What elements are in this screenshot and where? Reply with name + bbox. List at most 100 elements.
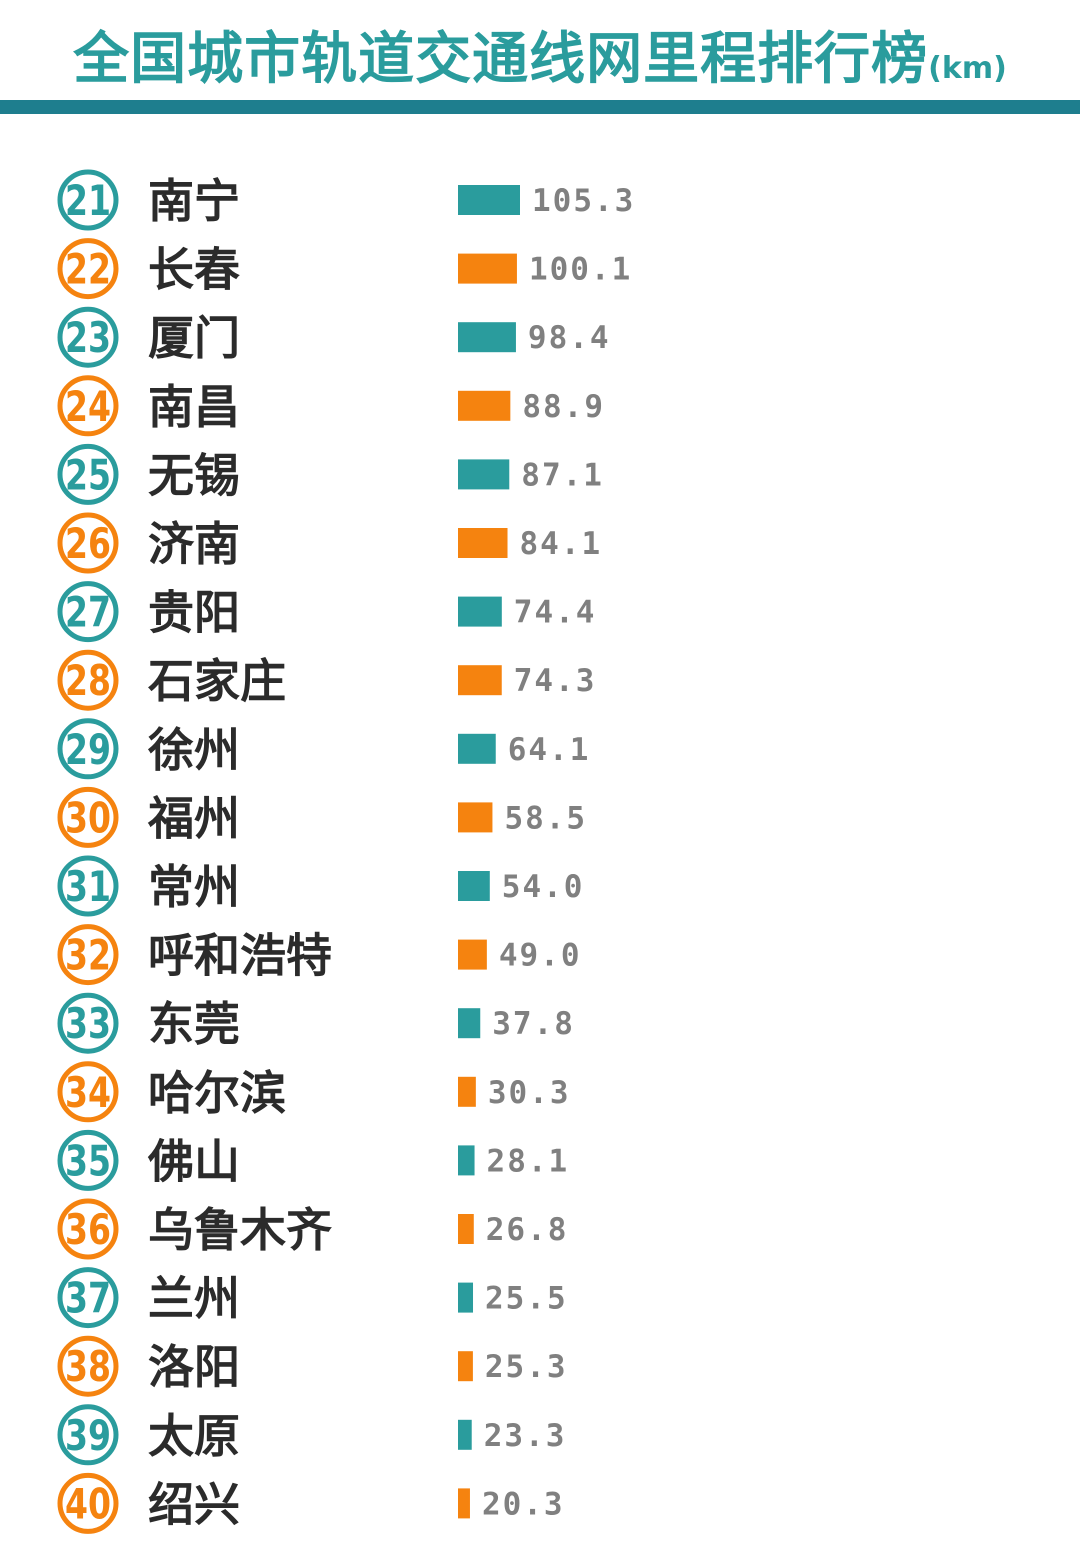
rank-number: 37 — [65, 1274, 111, 1323]
rank-circle — [57, 786, 119, 848]
bar — [458, 185, 520, 215]
bar — [458, 733, 496, 764]
chart-title: 全国城市轨道交通线网里程排行榜 — [73, 27, 929, 92]
chart-row: 30 福州 58.5 — [57, 786, 587, 848]
rank-circle — [57, 1404, 119, 1466]
value-label: 30.3 — [488, 1075, 571, 1111]
city-label: 常州 — [148, 860, 240, 914]
rank-circle — [57, 924, 119, 986]
rank-circle — [57, 1061, 119, 1123]
value-label: 58.5 — [504, 800, 587, 836]
rank-circle — [57, 1267, 119, 1329]
chart-row: 21 南宁 105.3 — [57, 169, 635, 231]
city-label: 南宁 — [148, 174, 240, 228]
rank-number: 24 — [65, 382, 111, 431]
value-label: 74.3 — [514, 663, 597, 699]
value-label: 54.0 — [502, 869, 585, 905]
bar — [458, 528, 508, 558]
value-label: 100.1 — [529, 252, 632, 288]
unit-label: (km) — [928, 51, 1007, 86]
chart-row: 40 绍兴 20.3 — [57, 1472, 563, 1534]
bar — [458, 1419, 472, 1450]
city-label: 厦门 — [148, 311, 240, 365]
rank-circle — [57, 992, 119, 1054]
rank-circle — [57, 581, 119, 643]
rank-circle — [57, 443, 119, 505]
bar — [458, 1488, 470, 1519]
bar — [458, 939, 487, 970]
rank-number: 27 — [65, 588, 111, 637]
rank-number: 38 — [65, 1342, 111, 1391]
city-label: 贵阳 — [148, 586, 240, 640]
rank-number: 30 — [65, 793, 111, 842]
chart-row: 35 佛山 28.1 — [57, 1129, 570, 1191]
city-label: 绍兴 — [148, 1477, 240, 1531]
rank-number: 32 — [65, 931, 111, 980]
value-label: 64.1 — [508, 732, 591, 768]
bar — [458, 1076, 476, 1107]
rank-circle — [57, 512, 119, 574]
value-label: 49.0 — [499, 938, 582, 974]
city-label: 南昌 — [148, 380, 240, 434]
chart-row: 37 兰州 25.5 — [57, 1267, 568, 1329]
city-label: 洛阳 — [148, 1340, 240, 1394]
bar — [458, 1214, 474, 1244]
rank-circle — [57, 375, 119, 437]
rank-number: 36 — [65, 1205, 111, 1254]
value-label: 88.9 — [522, 389, 605, 425]
value-label: 105.3 — [532, 183, 635, 219]
chart-row: 26 济南 84.1 — [57, 512, 600, 574]
rank-number: 40 — [65, 1479, 111, 1528]
bar — [458, 1145, 475, 1176]
city-label: 兰州 — [148, 1272, 240, 1326]
bar — [458, 322, 516, 353]
title-row: 全国城市轨道交通线网里程排行榜(km) — [0, 14, 1080, 94]
city-label: 呼和浩特 — [148, 929, 332, 983]
chart-row: 27 贵阳 74.4 — [57, 581, 594, 643]
rank-number: 21 — [65, 176, 111, 225]
rank-number: 39 — [65, 1411, 111, 1460]
rank-number: 26 — [65, 519, 111, 568]
bar — [458, 459, 510, 490]
rank-circle — [57, 1472, 119, 1534]
city-label: 福州 — [147, 791, 240, 845]
chart-row: 33 东莞 37.8 — [57, 992, 573, 1054]
bar — [458, 390, 511, 421]
bar — [458, 1008, 481, 1039]
rank-number: 28 — [65, 656, 111, 705]
rank-number: 22 — [65, 245, 111, 294]
rank-circle — [57, 855, 119, 917]
bar — [458, 1282, 474, 1313]
bar — [458, 802, 493, 833]
value-label: 87.1 — [521, 457, 604, 493]
chart-row: 34 哈尔滨 30.3 — [57, 1061, 571, 1123]
chart-row: 36 乌鲁木齐 26.8 — [57, 1198, 566, 1260]
city-label: 无锡 — [148, 448, 240, 502]
city-label: 长春 — [148, 243, 240, 297]
bar — [458, 665, 502, 696]
rank-circle — [57, 238, 119, 300]
rank-number: 23 — [65, 313, 111, 362]
rank-number: 29 — [65, 725, 111, 774]
value-label: 98.4 — [528, 320, 611, 356]
value-label: 25.5 — [485, 1281, 568, 1317]
rank-circle — [57, 649, 119, 711]
chart-row: 31 常州 54.0 — [57, 855, 585, 917]
title-divider — [0, 100, 1080, 114]
bar — [458, 596, 502, 627]
value-label: 28.1 — [487, 1143, 570, 1179]
city-label: 徐州 — [147, 723, 240, 777]
city-label: 乌鲁木齐 — [148, 1203, 332, 1257]
value-label: 25.3 — [485, 1349, 568, 1385]
rank-number: 31 — [65, 862, 111, 911]
chart-row: 39 太原 23.3 — [57, 1404, 567, 1466]
city-label: 济南 — [148, 517, 240, 571]
city-label: 东莞 — [148, 997, 240, 1051]
chart-row: 24 南昌 88.9 — [57, 375, 605, 437]
chart-row: 32 呼和浩特 49.0 — [57, 924, 582, 986]
rank-circle — [57, 1198, 119, 1260]
value-label: 23.3 — [484, 1418, 567, 1454]
city-label: 石家庄 — [148, 654, 286, 708]
chart-row: 29 徐州 64.1 — [57, 718, 591, 780]
